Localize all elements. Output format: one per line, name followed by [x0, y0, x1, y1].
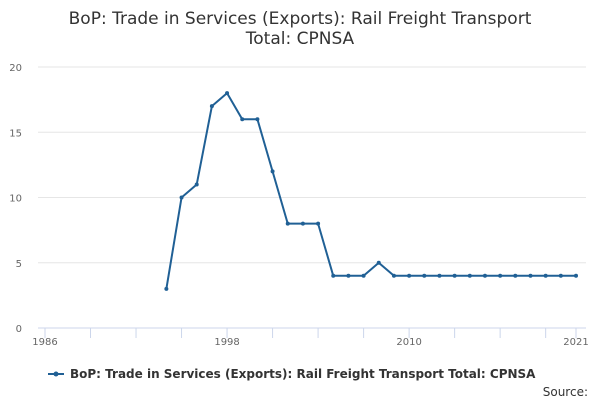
x-tick-label: 2021: [563, 337, 588, 348]
data-point[interactable]: [331, 273, 336, 278]
data-point[interactable]: [194, 182, 199, 187]
data-point[interactable]: [528, 273, 533, 278]
data-point[interactable]: [422, 273, 427, 278]
y-tick-label: 0: [16, 324, 22, 335]
data-point[interactable]: [209, 104, 214, 109]
data-point[interactable]: [482, 273, 487, 278]
source-label: Source:: [543, 385, 588, 399]
data-point[interactable]: [225, 91, 230, 96]
data-point[interactable]: [361, 273, 366, 278]
chart-title-line: Total: CPNSA: [245, 29, 355, 49]
x-tick-label: 1998: [214, 337, 239, 348]
data-point[interactable]: [498, 273, 503, 278]
data-point[interactable]: [179, 195, 184, 200]
data-point[interactable]: [543, 273, 548, 278]
legend-marker-symbol: [53, 371, 59, 377]
chart-title-line: BoP: Trade in Services (Exports): Rail F…: [69, 9, 532, 29]
data-point[interactable]: [316, 221, 321, 226]
data-point[interactable]: [437, 273, 442, 278]
data-point[interactable]: [270, 169, 275, 174]
series-plot: [164, 91, 578, 291]
data-point[interactable]: [255, 117, 260, 122]
data-point[interactable]: [285, 221, 290, 226]
legend[interactable]: BoP: Trade in Services (Exports): Rail F…: [48, 367, 536, 381]
y-axis: 0 5 10 15 20: [9, 63, 22, 335]
data-point[interactable]: [574, 273, 578, 278]
y-tick-label: 20: [9, 63, 22, 74]
x-tick-label: 1986: [32, 337, 57, 348]
data-point[interactable]: [407, 273, 412, 278]
data-point[interactable]: [467, 273, 472, 278]
y-tick-label: 5: [16, 259, 22, 270]
data-point[interactable]: [346, 273, 351, 278]
data-point[interactable]: [300, 221, 305, 226]
data-point[interactable]: [240, 117, 245, 122]
legend-label: BoP: Trade in Services (Exports): Rail F…: [70, 367, 536, 381]
series-line: [165, 92, 576, 290]
data-point[interactable]: [513, 273, 518, 278]
data-point[interactable]: [558, 273, 563, 278]
data-point[interactable]: [376, 260, 381, 265]
gridlines: [38, 66, 586, 264]
chart-title: BoP: Trade in Services (Exports): Rail F…: [69, 9, 532, 49]
y-tick-label: 15: [9, 128, 22, 139]
x-axis: 1986 1998 2010 2021: [32, 327, 589, 348]
data-point[interactable]: [391, 273, 396, 278]
data-point[interactable]: [452, 273, 457, 278]
data-point[interactable]: [164, 286, 169, 291]
x-tick-label: 2010: [396, 337, 421, 348]
y-tick-label: 10: [9, 194, 22, 205]
